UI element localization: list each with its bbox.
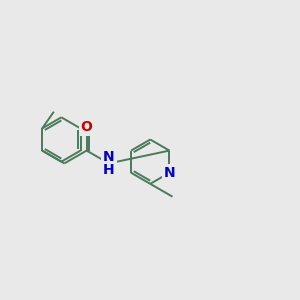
Text: N: N	[164, 166, 175, 180]
Text: O: O	[81, 120, 92, 134]
Text: N
H: N H	[103, 150, 115, 177]
